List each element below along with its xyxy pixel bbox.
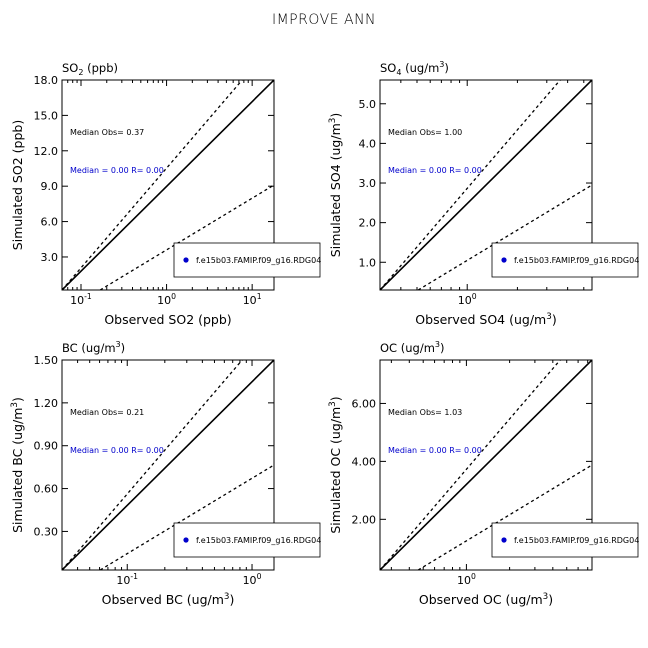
upper-factor-line — [380, 360, 561, 570]
y-tick-label: 1.50 — [34, 354, 59, 367]
plot-frame — [379, 359, 593, 571]
lower-factor-line — [99, 184, 274, 290]
x-tick-label: 10-1 — [70, 292, 92, 307]
y-tick-label: 1.20 — [34, 397, 59, 410]
median-obs-text: Median Obs= 0.37 — [70, 128, 144, 137]
x-axis-label: Observed BC (ug/m3) — [102, 592, 235, 607]
median-obs-text: Median Obs= 1.03 — [388, 408, 462, 417]
legend-label: f.e15b03.FAMIP.f09_g16.RDG04 — [196, 536, 321, 545]
plot-frame — [379, 79, 593, 291]
legend-label: f.e15b03.FAMIP.f09_g16.RDG04 — [514, 536, 639, 545]
x-axis-label: Observed SO2 (ppb) — [104, 312, 231, 327]
y-tick-label: 18.0 — [34, 74, 59, 87]
median-obs-text: Median Obs= 0.21 — [70, 408, 144, 417]
legend: f.e15b03.FAMIP.f09_g16.RDG04 — [173, 522, 321, 558]
y-axis-label: Simulated OC (ug/m3) — [328, 396, 343, 533]
x-tick-label: 101 — [243, 292, 262, 307]
panel-title: SO2 (ppb) — [62, 61, 118, 77]
legend-marker — [501, 537, 507, 543]
lower-factor-line — [417, 184, 592, 290]
y-tick-label: 2.0 — [359, 217, 377, 230]
legend-box — [491, 242, 639, 278]
legend-box — [173, 242, 321, 278]
y-tick-label: 0.30 — [34, 525, 59, 538]
y-tick-label: 0.60 — [34, 483, 59, 496]
legend-marker — [183, 537, 189, 543]
legend: f.e15b03.FAMIP.f09_g16.RDG04 — [491, 242, 639, 278]
y-axis-label: Simulated SO4 (ug/m3) — [328, 113, 343, 257]
panel-title: BC (ug/m3) — [62, 340, 125, 355]
one-to-one-line — [62, 80, 274, 290]
legend-box — [491, 522, 639, 558]
median-sim-text: Median = 0.00 R= 0.00 — [70, 446, 164, 455]
x-axis-label: Observed SO4 (ug/m3) — [415, 312, 556, 327]
reference-lines — [380, 360, 592, 570]
legend-marker — [183, 257, 189, 263]
y-tick-label: 3.0 — [359, 177, 377, 190]
x-tick-label: 100 — [243, 572, 262, 587]
y-tick-label: 4.00 — [352, 455, 377, 468]
upper-factor-line — [62, 360, 243, 570]
x-tick-label: 100 — [457, 572, 476, 587]
reference-lines — [62, 80, 274, 290]
chart-panel-2: 1.0 2.0 3.0 4.0 5.0 100 SO4 (ug/m3) Observed SO… — [328, 60, 639, 327]
y-tick-label: 0.90 — [34, 440, 59, 453]
x-tick-label: 100 — [458, 292, 477, 307]
y-tick-label: 9.0 — [41, 180, 59, 193]
one-to-one-line — [62, 360, 274, 570]
upper-factor-line — [380, 80, 561, 290]
y-tick-label: 3.0 — [41, 251, 59, 264]
lower-factor-line — [99, 464, 274, 570]
one-to-one-line — [380, 360, 592, 570]
legend: f.e15b03.FAMIP.f09_g16.RDG04 — [173, 242, 321, 278]
legend-label: f.e15b03.FAMIP.f09_g16.RDG04 — [514, 256, 639, 265]
figure-title: IMPROVE ANN — [272, 12, 376, 28]
y-tick-label: 6.0 — [41, 216, 59, 229]
reference-lines — [380, 80, 592, 290]
lower-factor-line — [417, 464, 592, 570]
plot-frame — [61, 79, 275, 291]
legend-label: f.e15b03.FAMIP.f09_g16.RDG04 — [196, 256, 321, 265]
median-sim-text: Median = 0.00 R= 0.00 — [388, 446, 482, 455]
chart-panel-1: 3.0 6.0 9.0 12.0 15.0 18.0 10-1 100 101 SO2 (ppb)… — [10, 61, 321, 327]
y-tick-label: 12.0 — [34, 145, 59, 158]
y-tick-label: 4.0 — [359, 137, 377, 150]
reference-lines — [62, 360, 274, 570]
x-tick-label: 100 — [157, 292, 176, 307]
x-axis-label: Observed OC (ug/m3) — [419, 592, 553, 607]
chart-panel-4: 2.00 4.00 6.00 100 OC (ug/m3) Observed OC (ug… — [328, 340, 639, 607]
y-tick-label: 6.00 — [352, 397, 377, 410]
panel-title: SO4 (ug/m3) — [380, 60, 449, 77]
median-obs-text: Median Obs= 1.00 — [388, 128, 462, 137]
chart-panel-3: 0.30 0.60 0.90 1.20 1.50 10-1 100 BC (ug/m3) Obs… — [10, 340, 321, 607]
y-tick-label: 2.00 — [352, 513, 377, 526]
y-axis-label: Simulated SO2 (ppb) — [10, 120, 25, 250]
panel-title: OC (ug/m3) — [380, 340, 445, 355]
plot-frame — [61, 359, 275, 571]
median-sim-text: Median = 0.00 R= 0.00 — [70, 166, 164, 175]
y-tick-label: 5.0 — [359, 98, 377, 111]
upper-factor-line — [62, 80, 243, 290]
y-axis-label: Simulated BC (ug/m3) — [10, 397, 25, 533]
y-tick-label: 1.0 — [359, 256, 377, 269]
legend-box — [173, 522, 321, 558]
median-sim-text: Median = 0.00 R= 0.00 — [388, 166, 482, 175]
legend: f.e15b03.FAMIP.f09_g16.RDG04 — [491, 522, 639, 558]
legend-marker — [501, 257, 507, 263]
one-to-one-line — [380, 80, 592, 290]
y-tick-label: 15.0 — [34, 109, 59, 122]
x-tick-label: 10-1 — [116, 572, 138, 587]
